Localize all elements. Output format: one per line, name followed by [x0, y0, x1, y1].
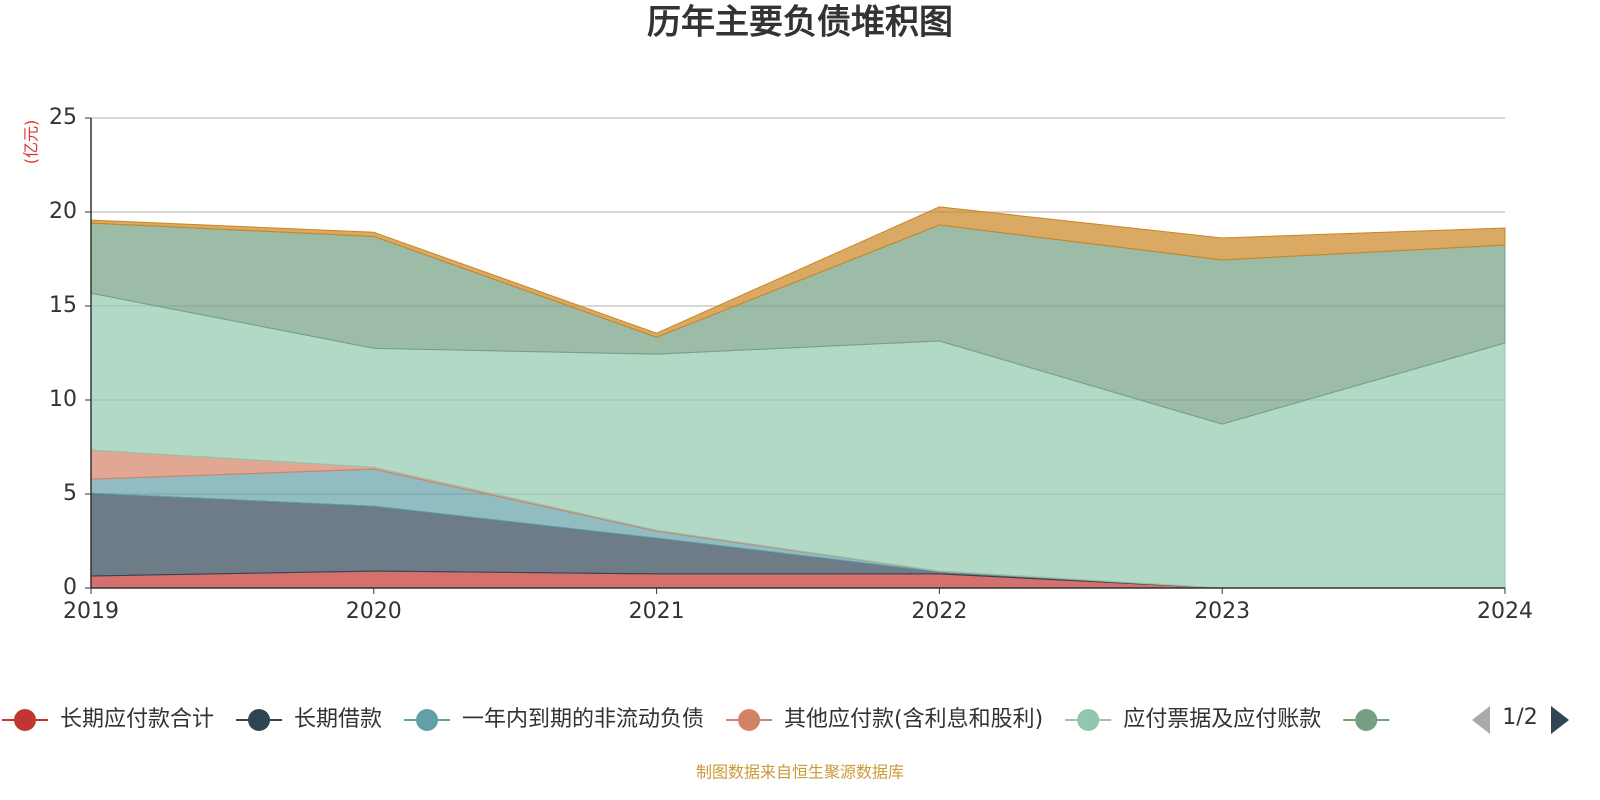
- y-tick-label: 5: [63, 481, 77, 506]
- legend-marker: [248, 709, 271, 731]
- y-tick-label: 25: [49, 105, 77, 130]
- x-tick-label: 2020: [346, 599, 402, 624]
- legend-item[interactable]: 长期应付款合计: [2, 707, 214, 732]
- legend-marker: [1355, 709, 1378, 731]
- legend-pager: 1/2: [1472, 705, 1569, 734]
- source-note: 制图数据来自恒生聚源数据库: [696, 763, 904, 782]
- x-tick-label: 2022: [911, 599, 967, 624]
- legend-item[interactable]: 应付票据及应付账款: [1065, 707, 1321, 732]
- legend-next[interactable]: [1551, 706, 1569, 734]
- legend-marker: [416, 709, 439, 731]
- legend-item[interactable]: [1343, 709, 1390, 731]
- chart-title: 历年主要负债堆积图: [647, 3, 953, 43]
- legend-item[interactable]: 一年内到期的非流动负债: [404, 707, 704, 732]
- x-tick-label: 2021: [629, 599, 685, 624]
- y-tick-label: 10: [49, 387, 77, 412]
- x-tick-label: 2019: [63, 599, 119, 624]
- legend-marker: [14, 709, 36, 731]
- legend-marker: [738, 709, 761, 731]
- area: [90, 206, 1506, 338]
- legend-item[interactable]: 长期借款: [236, 707, 382, 732]
- legend-label: 长期借款: [294, 707, 382, 732]
- legend-prev[interactable]: [1472, 706, 1490, 734]
- legend-item[interactable]: 其他应付款(含利息和股利): [726, 707, 1043, 732]
- unit-label: (亿元): [22, 120, 41, 165]
- y-tick-label: 15: [49, 293, 77, 318]
- legend-label: 长期应付款合计: [60, 707, 214, 732]
- x-tick-label: 2024: [1477, 599, 1533, 624]
- y-tick-label: 0: [63, 575, 77, 600]
- y-tick-label: 20: [49, 199, 77, 224]
- legend-page: 1/2: [1502, 705, 1537, 730]
- x-tick-label: 2023: [1194, 599, 1250, 624]
- legend-label: 一年内到期的非流动负债: [462, 707, 704, 732]
- legend-label: 其他应付款(含利息和股利): [784, 707, 1043, 732]
- legend-label: 应付票据及应付账款: [1123, 707, 1321, 732]
- legend-marker: [1077, 709, 1100, 731]
